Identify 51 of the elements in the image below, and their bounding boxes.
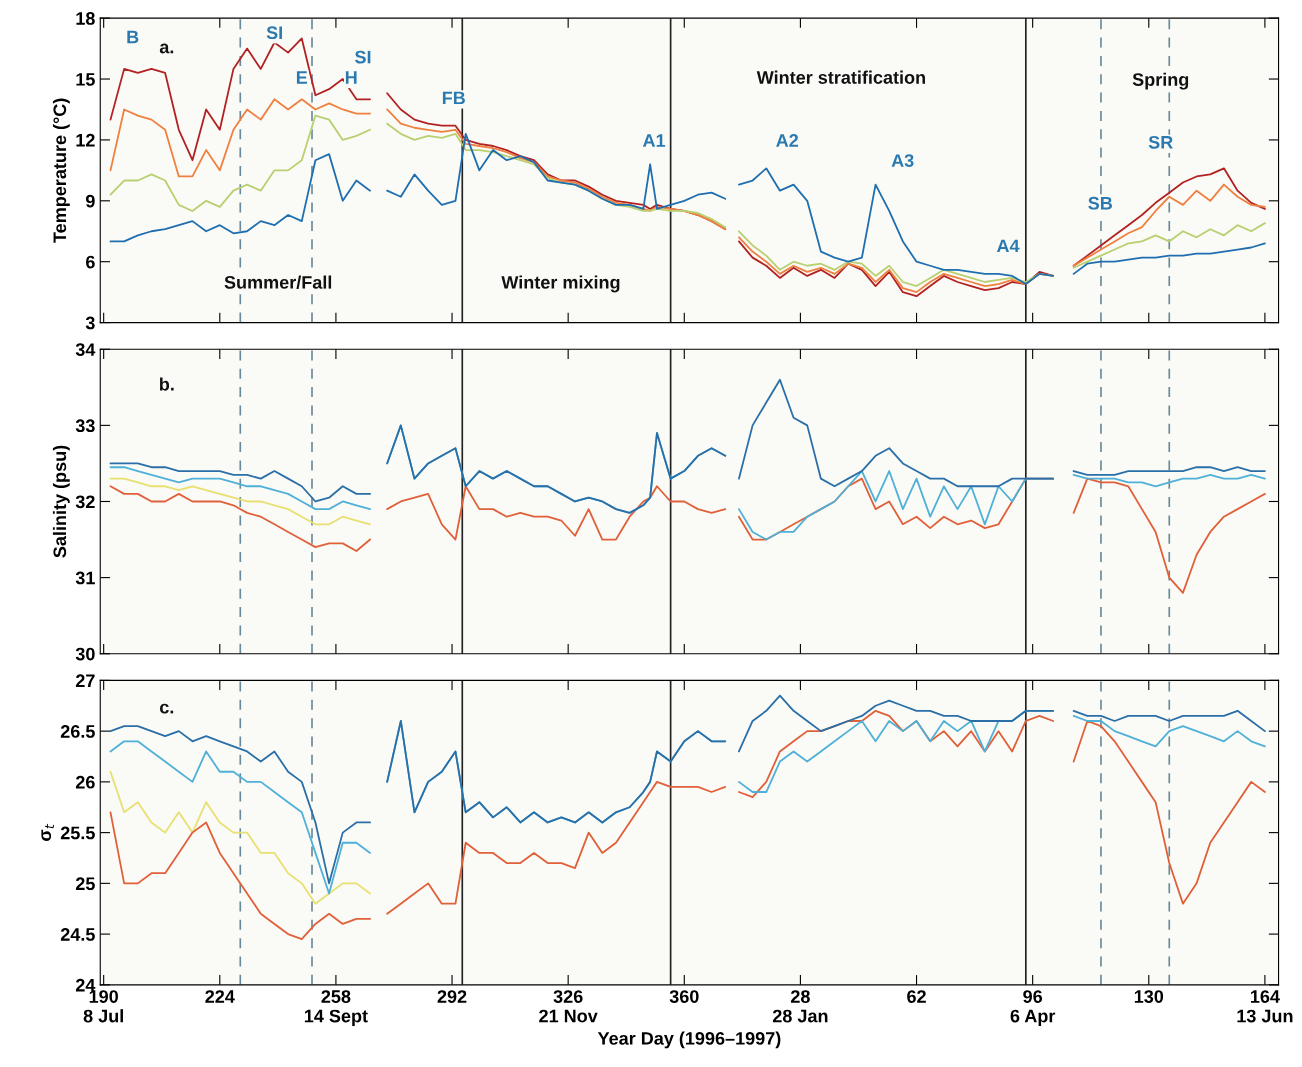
y-tick-label: 31 xyxy=(75,571,95,585)
y-axis-title: σ$_{t}$ xyxy=(41,823,54,841)
y-tick-label: 26 xyxy=(75,775,95,789)
x-tick-label: 292 xyxy=(437,990,467,1003)
annotation: a. xyxy=(159,43,174,54)
annotation: A3 xyxy=(891,154,914,168)
annotation: A2 xyxy=(776,134,799,147)
annotation: B xyxy=(127,30,139,44)
x-tick-label: 62 xyxy=(907,990,926,1003)
annotation: SI xyxy=(266,26,282,40)
annotation: Spring xyxy=(1132,72,1189,90)
y-tick-label: 25.5 xyxy=(60,826,95,840)
x-tick-label: 96 6 Apr xyxy=(1010,990,1056,1026)
y-tick-label: 6 xyxy=(86,255,95,269)
x-tick-label: 326 21 Nov xyxy=(539,990,598,1023)
x-tick-label: 224 xyxy=(205,990,235,1003)
annotation: E xyxy=(296,71,308,84)
y-tick-label: 33 xyxy=(75,419,95,433)
y-tick-label: 3 xyxy=(85,316,95,330)
annotation: FB xyxy=(442,91,465,105)
x-tick-label: 164 13 Jun xyxy=(1237,990,1293,1023)
y-tick-label: 30 xyxy=(75,647,95,661)
annotation: Winter mixing xyxy=(501,275,620,293)
annotation: Summer/Fall xyxy=(224,275,332,289)
y-tick-label: 24.5 xyxy=(60,928,95,941)
annotation: SI xyxy=(355,50,371,64)
y-tick-label: 25 xyxy=(75,877,95,891)
y-tick-label: 24 xyxy=(75,978,96,992)
y-tick-label: 34 xyxy=(75,343,96,357)
annotation: SB xyxy=(1088,196,1113,210)
y-tick-label: 9 xyxy=(85,194,95,208)
y-tick-label: 32 xyxy=(75,495,95,509)
y-tick-label: 15 xyxy=(76,73,95,86)
annotation: A1 xyxy=(642,134,666,147)
annotation: A4 xyxy=(996,239,1020,253)
y-tick-label: 18 xyxy=(76,12,95,25)
y-axis-title: Salinity (psu) xyxy=(52,445,70,558)
x-tick-label: 258 14 Sept xyxy=(304,990,368,1026)
y-axis-title: Temperature (°C) xyxy=(52,98,70,243)
y-tick-label: 26.5 xyxy=(60,725,95,738)
annotation: b. xyxy=(160,377,174,391)
annotation: c. xyxy=(160,703,174,714)
x-axis-title: Year Day (1996–1997) xyxy=(597,1031,781,1049)
x-tick-label: 28 28 Jan xyxy=(772,990,828,1023)
y-tick-label: 27 xyxy=(75,674,95,687)
annotation: H xyxy=(345,71,357,84)
annotation: SR xyxy=(1148,135,1173,149)
x-tick-label: 360 xyxy=(669,990,699,1003)
x-tick-label: 130 xyxy=(1134,990,1164,1003)
annotation: Winter stratification xyxy=(756,70,925,84)
y-tick-label: 12 xyxy=(76,133,95,147)
